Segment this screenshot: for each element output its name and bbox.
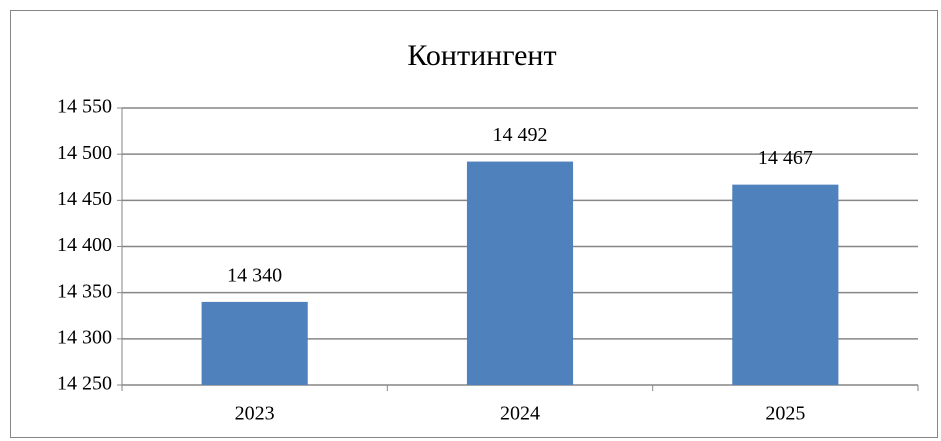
y-tick-label: 14 550 — [57, 96, 112, 118]
bar — [732, 184, 839, 385]
x-tick-label: 2024 — [500, 403, 540, 425]
x-tick-label: 2023 — [235, 403, 275, 425]
chart-title: Контингент — [407, 39, 556, 72]
y-tick-label: 14 300 — [57, 326, 112, 348]
data-label: 14 467 — [758, 147, 813, 169]
y-tick-label: 14 500 — [57, 142, 112, 164]
data-label: 14 340 — [227, 264, 282, 286]
x-tick-label: 2025 — [765, 403, 805, 425]
y-tick-label: 14 450 — [57, 188, 112, 210]
data-label: 14 492 — [493, 124, 548, 146]
y-tick-label: 14 250 — [57, 373, 112, 395]
y-tick-label: 14 350 — [57, 280, 112, 302]
bar — [466, 161, 574, 385]
y-tick-label: 14 400 — [57, 234, 112, 256]
bar — [201, 301, 308, 385]
